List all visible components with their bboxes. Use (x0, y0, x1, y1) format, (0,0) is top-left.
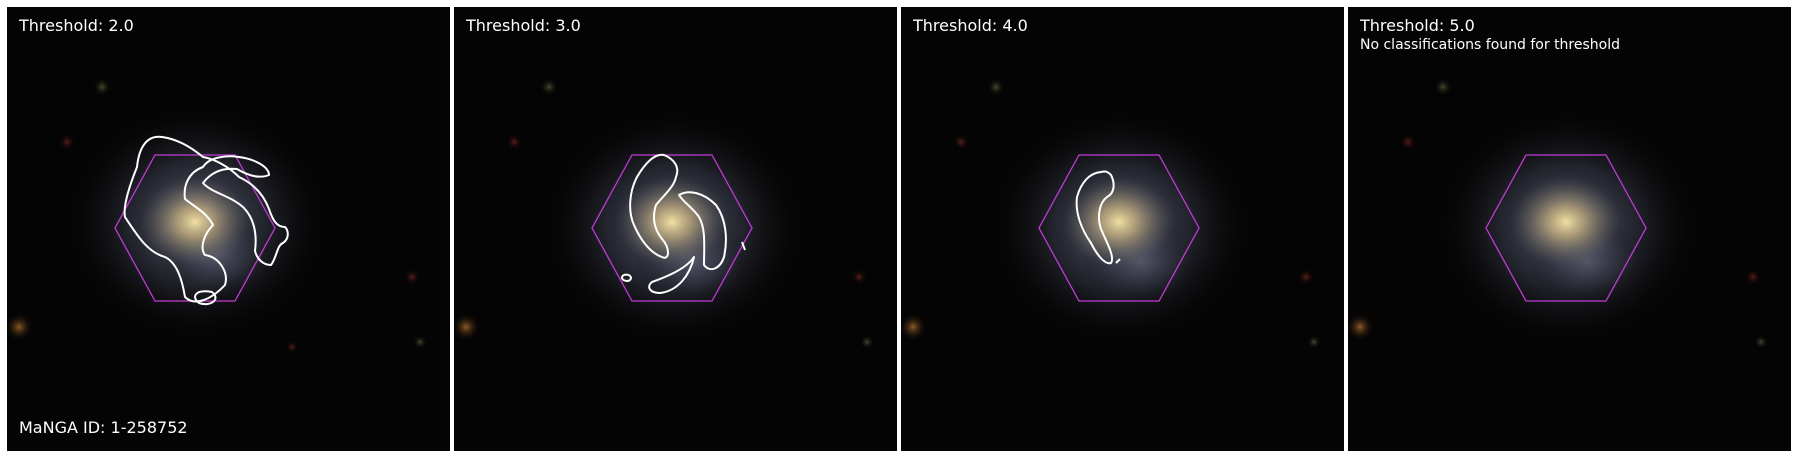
panel-title: Threshold: 4.0 (913, 16, 1028, 35)
galaxy-image (7, 7, 450, 451)
panel-title: Threshold: 2.0 (19, 16, 134, 35)
hexagon-outline (1038, 154, 1200, 302)
hexagon-outline (114, 154, 276, 302)
contour-outline (123, 135, 289, 305)
panel-row: Threshold: 2.0 MaNGA ID: 1-258752 Thresh… (7, 7, 1793, 451)
panel-subtitle: No classifications found for threshold (1360, 37, 1620, 53)
hexagon-outline (1485, 154, 1647, 302)
panel-threshold-4: Threshold: 4.0 (901, 7, 1344, 451)
galaxy-image (1348, 7, 1791, 451)
panel-title: Threshold: 3.0 (466, 16, 581, 35)
galaxy-image (901, 7, 1344, 451)
manga-id-label: MaNGA ID: 1-258752 (19, 418, 188, 437)
hexagon-outline (591, 154, 753, 302)
galaxy-image (454, 7, 897, 451)
panel-title: Threshold: 5.0 (1360, 16, 1475, 35)
contour-outline (1075, 170, 1121, 265)
panel-threshold-5: Threshold: 5.0 No classifications found … (1348, 7, 1791, 451)
contour-outline (620, 153, 746, 294)
panel-threshold-2: Threshold: 2.0 MaNGA ID: 1-258752 (7, 7, 450, 451)
panel-threshold-3: Threshold: 3.0 (454, 7, 897, 451)
